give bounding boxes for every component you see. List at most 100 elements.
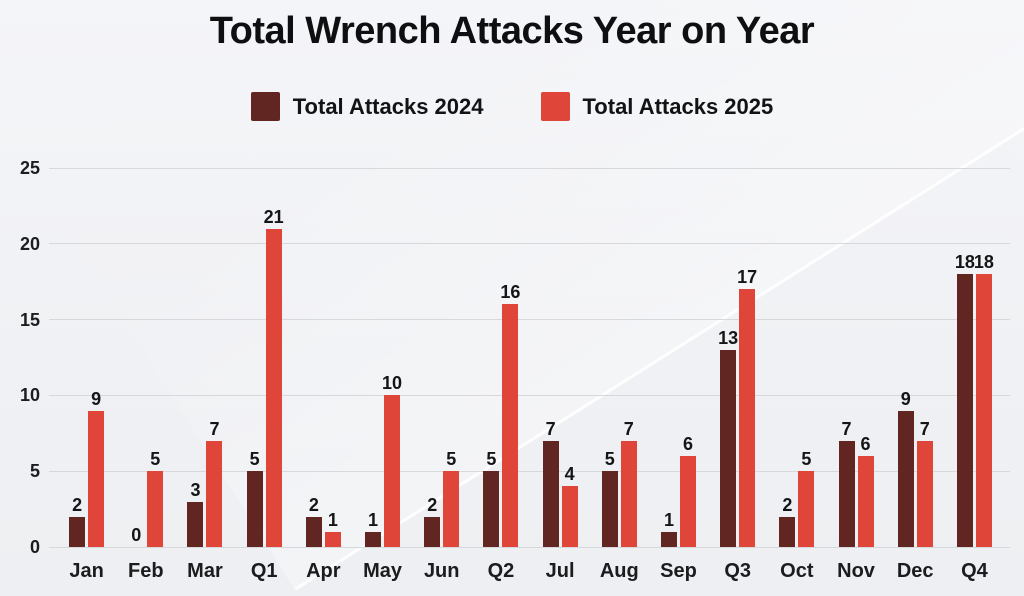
bar-may-2025: 10	[382, 374, 402, 547]
bar-group-q2: 5 16 Q2	[471, 0, 530, 581]
bar-value-label: 2	[308, 494, 319, 515]
bar-value-label: 17	[737, 267, 758, 288]
bar-group-oct: 2 5 Oct	[767, 0, 826, 581]
bar-value-label: 10	[382, 373, 403, 394]
bar-jan-2025: 9	[88, 390, 105, 547]
bar-value-label: 1	[327, 509, 338, 530]
bar-may-2024: 1	[365, 511, 382, 547]
bar-value-label: 2	[427, 494, 438, 515]
x-axis-label-mar: Mar	[187, 560, 223, 582]
bar-value-label: 18	[954, 252, 975, 273]
y-axis-tick-label-15: 15	[19, 309, 40, 330]
bar-oct-2025: 5	[798, 450, 815, 547]
bar-group-aug: 5 7 Aug	[590, 0, 649, 581]
x-axis-label-feb: Feb	[128, 560, 164, 582]
bar-value-label: 3	[190, 479, 201, 500]
gridline-25	[49, 167, 1010, 169]
bar-oct-2024: 2	[779, 496, 796, 547]
legend-item-2024: Total Attacks 2024	[250, 92, 484, 121]
bar-q4-2025: 18	[974, 253, 994, 547]
bar-value-label: 0	[131, 525, 142, 545]
legend-label-2024: Total Attacks 2024	[292, 93, 484, 119]
bar-jun-2024: 2	[424, 496, 441, 547]
bar-value-label: 7	[841, 418, 852, 439]
bar-value-label: 2	[72, 494, 83, 515]
bar-feb-2025: 5	[147, 450, 164, 547]
x-axis-label-may: May	[363, 560, 402, 582]
bar-dec-2024: 9	[897, 390, 914, 547]
x-axis-label-q1: Q1	[250, 560, 278, 582]
bar-q1-2024: 5	[246, 450, 263, 547]
gridline-10	[49, 394, 1010, 396]
x-axis-label-sep: Sep	[660, 560, 697, 582]
y-axis-tick-label-25: 25	[19, 158, 40, 178]
x-axis-label-jul: Jul	[545, 560, 575, 582]
y-axis-tick-label-20: 20	[19, 233, 40, 254]
legend: Total Attacks 2024 Total Attacks 2025	[0, 92, 1024, 121]
bar-value-label: 9	[900, 388, 911, 409]
bar-group-mar: 3 7 Mar	[175, 0, 234, 581]
bar-jun-2025: 5	[443, 450, 460, 547]
chart-title: Total Wrench Attacks Year on Year	[209, 10, 815, 52]
x-axis-label-nov: Nov	[837, 560, 875, 582]
bar-value-label: 7	[209, 418, 220, 439]
bar-value-label: 6	[682, 434, 693, 455]
bar-group-q3: 13 17 Q3	[708, 0, 767, 581]
y-axis-tick-label-10: 10	[19, 385, 40, 406]
x-axis-label-dec: Dec	[896, 560, 934, 582]
bar-nov-2024: 7	[838, 420, 855, 547]
legend-swatch-2025	[540, 92, 570, 121]
bar-jul-2024: 7	[542, 420, 559, 547]
bar-value-label: 4	[564, 464, 575, 485]
bar-jul-2025: 4	[561, 465, 578, 547]
bar-group-feb: 0 5 Feb	[116, 0, 175, 581]
bar-value-label: 5	[604, 449, 615, 470]
bar-value-label: 2	[782, 494, 793, 515]
x-axis-label-jun: Jun	[423, 560, 460, 582]
bar-mar-2025: 7	[206, 420, 223, 547]
legend-item-2025: Total Attacks 2025	[540, 92, 774, 121]
bar-value-label: 1	[663, 509, 674, 530]
bar-apr-2024: 2	[305, 496, 322, 547]
bar-group-jun: 2 5 Jun	[412, 0, 471, 581]
bar-value-label: 9	[91, 388, 102, 409]
bar-group-nov: 7 6 Nov	[826, 0, 885, 581]
bar-q3-2024: 13	[718, 329, 738, 547]
bar-aug-2025: 7	[620, 420, 637, 547]
bar-value-label: 7	[623, 418, 634, 439]
bar-value-label: 7	[545, 418, 556, 439]
bar-value-label: 5	[801, 449, 812, 470]
bar-value-label: 13	[718, 327, 739, 348]
x-axis-label-q4: Q4	[961, 560, 988, 582]
bar-apr-2025: 1	[324, 511, 341, 547]
bar-value-label: 5	[249, 449, 260, 470]
bar-q3-2025: 17	[737, 268, 757, 547]
bar-q1-2025: 21	[264, 208, 284, 547]
gridline-15	[49, 319, 1010, 321]
x-axis-label-apr: Apr	[306, 560, 341, 582]
bar-mar-2024: 3	[187, 481, 204, 547]
gridline-5	[49, 470, 1010, 472]
bar-value-label: 21	[263, 206, 284, 227]
bar-value-label: 6	[860, 434, 871, 455]
bar-group-jul: 7 4 Jul	[531, 0, 590, 581]
bar-group-jan: 2 9 Jan	[57, 0, 116, 581]
y-axis-tick-label-5: 5	[29, 461, 40, 482]
bar-nov-2025: 6	[857, 435, 874, 547]
bar-group-apr: 2 1 Apr	[294, 0, 353, 581]
gridline-0	[49, 546, 1010, 548]
bar-sep-2024: 1	[660, 511, 677, 547]
legend-label-2025: Total Attacks 2025	[582, 93, 774, 119]
legend-swatch-2024	[250, 92, 280, 121]
bar-value-label: 18	[973, 252, 994, 273]
bar-dec-2025: 7	[916, 420, 933, 547]
x-axis-label-jan: Jan	[69, 560, 104, 582]
bar-jan-2024: 2	[69, 496, 86, 547]
bar-q4-2024: 18	[955, 253, 975, 547]
x-axis-label-q2: Q2	[487, 560, 515, 582]
x-axis-label-aug: Aug	[599, 560, 639, 582]
bar-aug-2024: 5	[601, 450, 618, 547]
bar-value-label: 5	[486, 449, 497, 470]
